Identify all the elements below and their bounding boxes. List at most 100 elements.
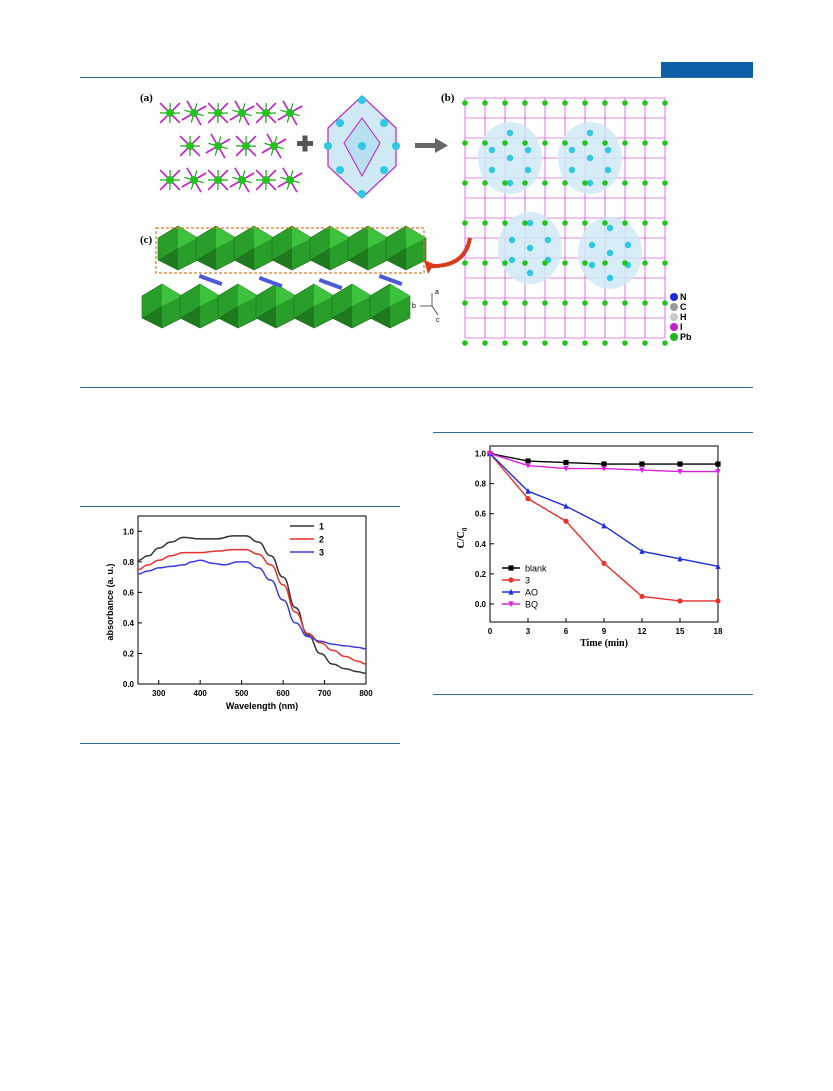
cyan-atom xyxy=(588,261,596,269)
pb-atom xyxy=(622,140,628,146)
pb-atom xyxy=(542,260,548,266)
y-tick-label: 0.2 xyxy=(475,570,487,579)
plus-icon xyxy=(297,135,313,152)
pb-atom xyxy=(642,140,648,146)
element-dot-icon xyxy=(670,292,678,301)
element-dot-icon xyxy=(670,302,678,311)
pb-atom xyxy=(462,340,468,346)
x-tick-label: 12 xyxy=(638,627,647,636)
pb-atom xyxy=(562,140,568,146)
element-label: H xyxy=(680,311,687,322)
pb-atom xyxy=(622,260,628,266)
pb-atom xyxy=(522,140,528,146)
pb-atom xyxy=(662,220,668,226)
pb-atom xyxy=(502,140,508,146)
cyan-atom xyxy=(586,129,594,137)
right-arrow-icon xyxy=(415,138,448,153)
chart2-bottom-rule xyxy=(433,694,753,695)
chart2-ylabel-group: C/C0 xyxy=(456,527,469,548)
pb-atom xyxy=(186,142,194,150)
pb-atom xyxy=(262,176,270,184)
cyan-atom xyxy=(606,274,614,282)
pb-atom xyxy=(190,176,198,184)
cyan-atom xyxy=(488,146,496,154)
chart1-bottom-rule xyxy=(80,743,400,744)
cyan-atom xyxy=(526,244,534,252)
pb-atom xyxy=(462,220,468,226)
element-dot-icon xyxy=(670,332,678,341)
element-label: Pb xyxy=(680,331,692,342)
cyan-atom xyxy=(586,179,594,187)
y-tick-label: 0.4 xyxy=(475,540,487,549)
data-point xyxy=(563,518,569,524)
legend-label: BQ xyxy=(525,600,538,610)
chart1-top-rule xyxy=(80,506,400,507)
pb-atom xyxy=(502,180,508,186)
data-point xyxy=(715,461,721,467)
pb-atom xyxy=(522,260,528,266)
legend-marker xyxy=(508,577,514,583)
element-dot-icon xyxy=(670,312,678,321)
legend-label: 1 xyxy=(319,522,324,532)
pb-atom xyxy=(582,180,588,186)
axis-label-a: a xyxy=(435,289,439,296)
pb-atom xyxy=(522,340,528,346)
pb-atom xyxy=(562,180,568,186)
panel-label-c: (c) xyxy=(140,234,153,246)
cyan-atom xyxy=(526,269,534,277)
pb-atom xyxy=(502,220,508,226)
cyan-atom xyxy=(488,166,496,174)
pb-atom xyxy=(238,109,246,117)
x-tick-label: 800 xyxy=(359,689,373,698)
pb-atom xyxy=(482,180,488,186)
pb-atom xyxy=(542,180,548,186)
pb-atom xyxy=(462,300,468,306)
data-point xyxy=(677,461,683,467)
x-tick-label: 0 xyxy=(488,627,493,636)
pb-atom xyxy=(642,260,648,266)
pb-atom xyxy=(602,340,608,346)
cyan-atom xyxy=(568,146,576,154)
pb-atom xyxy=(582,100,588,106)
y-tick-label: 0.8 xyxy=(123,558,135,567)
cyan-atom xyxy=(624,241,632,249)
data-point xyxy=(639,467,645,474)
pb-atom xyxy=(622,100,628,106)
data-point xyxy=(677,598,683,604)
pb-atom xyxy=(462,140,468,146)
data-point xyxy=(601,461,607,467)
element-label: N xyxy=(680,291,687,302)
pb-atom xyxy=(542,140,548,146)
curved-arrow-icon xyxy=(427,237,472,269)
data-point xyxy=(601,465,607,472)
cyan-atom xyxy=(336,166,344,174)
chart2-ylabel-sub: 0 xyxy=(461,527,469,531)
chart1-xlabel: Wavelength (nm) xyxy=(226,701,298,711)
y-tick-label: 0.0 xyxy=(475,600,487,609)
cyan-atom xyxy=(358,96,366,104)
cyan-atom xyxy=(568,166,576,174)
y-tick-label: 0.6 xyxy=(123,588,135,597)
data-point xyxy=(525,458,531,464)
element-legend-item: Pb xyxy=(670,328,692,342)
pb-atom xyxy=(522,100,528,106)
series-line-1 xyxy=(137,535,367,675)
panel-b-network xyxy=(462,97,668,346)
x-tick-label: 500 xyxy=(235,689,249,698)
series-line-2 xyxy=(137,548,367,665)
data-point xyxy=(487,450,493,457)
cyan-atom xyxy=(358,142,366,150)
x-tick-label: 300 xyxy=(152,689,166,698)
cyan-atom xyxy=(588,241,596,249)
cyan-atom xyxy=(358,190,366,198)
pb-atom xyxy=(482,220,488,226)
data-point xyxy=(525,487,531,494)
pb-atom xyxy=(502,340,508,346)
legend-marker xyxy=(508,565,514,571)
cyan-atom xyxy=(392,142,400,150)
y-tick-label: 1.0 xyxy=(123,527,135,536)
cyan-atom xyxy=(524,166,532,174)
x-tick-label: 9 xyxy=(602,627,607,636)
legend-label: 3 xyxy=(525,576,530,586)
element-label: C xyxy=(680,301,687,312)
